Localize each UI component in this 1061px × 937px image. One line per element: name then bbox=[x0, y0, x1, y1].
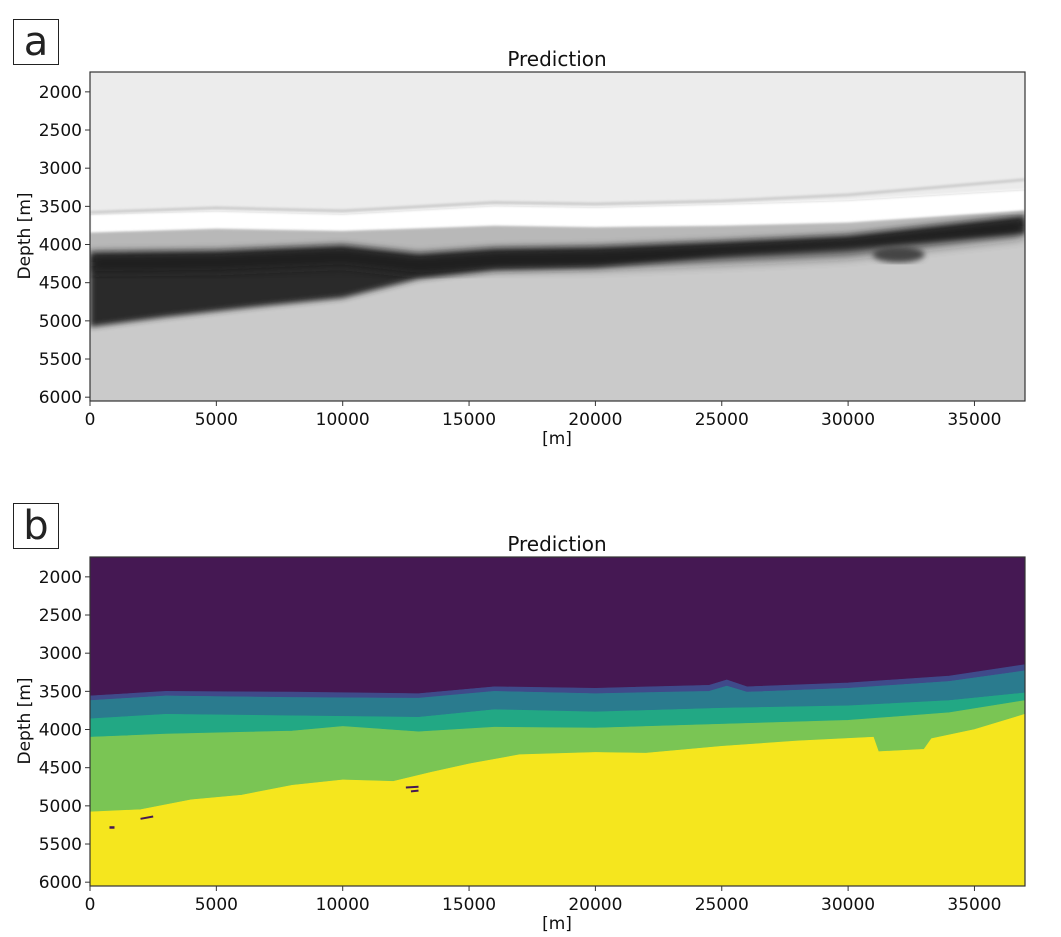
y-tick-label: 2500 bbox=[39, 606, 82, 626]
white-band bbox=[90, 189, 1025, 234]
panel-b-xlabel: [m] bbox=[542, 914, 572, 934]
y-tick-label: 2500 bbox=[39, 121, 82, 141]
x-tick-label: 5000 bbox=[195, 410, 238, 430]
x-tick-label: 5000 bbox=[195, 895, 238, 915]
gray-transition-band bbox=[90, 210, 1025, 254]
x-tick-label: 10000 bbox=[316, 410, 370, 430]
y-tick-label: 3000 bbox=[39, 159, 82, 179]
panel-b: Prediction 0 5000 10000 15000 20000 25000 3000… bbox=[15, 532, 1026, 934]
y-tick-label: 4000 bbox=[39, 236, 82, 256]
class-region-5 bbox=[90, 713, 1025, 886]
x-tick-label: 30000 bbox=[821, 410, 875, 430]
x-tick-label: 30000 bbox=[821, 895, 875, 915]
x-tick-label: 20000 bbox=[568, 895, 622, 915]
x-tick-label: 15000 bbox=[442, 895, 496, 915]
panel-a-ticks: 0 5000 10000 15000 20000 25000 30000 35000 2000 2… bbox=[39, 83, 1002, 430]
x-tick-label: 35000 bbox=[947, 410, 1001, 430]
thin-reflector-line bbox=[90, 178, 1025, 214]
panel-label-b: b bbox=[13, 503, 59, 549]
panel-label-a: a bbox=[13, 19, 59, 65]
artifact-mark bbox=[405, 785, 419, 789]
panel-b-ylabel: Depth [m] bbox=[15, 677, 35, 764]
artifact-mark bbox=[109, 826, 115, 829]
y-tick-label: 3500 bbox=[39, 682, 82, 702]
dark-blob bbox=[872, 246, 925, 263]
artifact-mark bbox=[140, 815, 154, 820]
y-tick-label: 3000 bbox=[39, 644, 82, 664]
y-tick-label: 5000 bbox=[39, 797, 82, 817]
panel-b-ticks: 0 5000 10000 15000 20000 25000 30000 35000 2000 2… bbox=[39, 568, 1002, 915]
panel-a-title: Prediction bbox=[507, 47, 606, 71]
panel-a-axes-frame bbox=[89, 71, 1026, 402]
x-tick-label: 25000 bbox=[695, 895, 749, 915]
panel-a-ylabel: Depth [m] bbox=[15, 192, 35, 279]
x-tick-label: 0 bbox=[85, 410, 96, 430]
y-tick-label: 6000 bbox=[39, 873, 82, 893]
x-tick-label: 15000 bbox=[442, 410, 496, 430]
y-tick-label: 2000 bbox=[39, 568, 82, 588]
x-tick-label: 35000 bbox=[947, 895, 1001, 915]
dark-band-core bbox=[90, 220, 1025, 273]
y-tick-label: 4500 bbox=[39, 759, 82, 779]
y-tick-label: 4000 bbox=[39, 721, 82, 741]
panel-a: Prediction 0 5000 10000 15000 20000 25000 3000… bbox=[15, 47, 1026, 449]
y-tick-label: 5500 bbox=[39, 835, 82, 855]
y-tick-label: 5000 bbox=[39, 312, 82, 332]
y-tick-label: 4500 bbox=[39, 274, 82, 294]
upper-zone bbox=[90, 72, 1025, 214]
panel-a-xlabel: [m] bbox=[542, 429, 572, 449]
y-tick-label: 2000 bbox=[39, 83, 82, 103]
panel-a-plot-area bbox=[90, 72, 1025, 401]
panel-b-title: Prediction bbox=[507, 532, 606, 556]
y-tick-label: 6000 bbox=[39, 388, 82, 408]
x-tick-label: 0 bbox=[85, 895, 96, 915]
y-tick-label: 5500 bbox=[39, 350, 82, 370]
artifact-mark bbox=[410, 789, 419, 793]
panel-b-axes-frame bbox=[89, 556, 1026, 887]
x-tick-label: 20000 bbox=[568, 410, 622, 430]
class-region-0 bbox=[90, 557, 1025, 697]
x-tick-label: 25000 bbox=[695, 410, 749, 430]
x-tick-label: 10000 bbox=[316, 895, 370, 915]
panel-b-plot-area bbox=[90, 557, 1025, 886]
y-tick-label: 3500 bbox=[39, 197, 82, 217]
